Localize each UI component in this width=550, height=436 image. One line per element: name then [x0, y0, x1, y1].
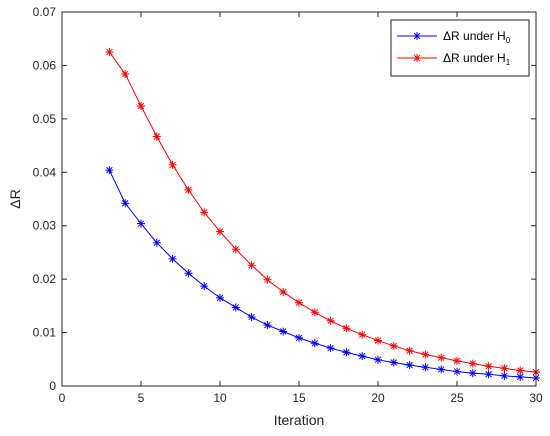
data-point	[105, 166, 114, 175]
data-point	[310, 339, 319, 348]
legend-box	[390, 19, 530, 77]
data-point	[358, 352, 367, 361]
data-point	[421, 350, 430, 359]
x-tick-label: 0	[59, 391, 66, 405]
data-point	[105, 48, 114, 57]
data-point	[437, 353, 446, 362]
data-point	[184, 269, 193, 278]
data-point	[484, 362, 493, 371]
x-tick-label: 25	[450, 391, 464, 405]
legend-label: ΔR under H0	[443, 29, 511, 45]
data-point	[168, 160, 177, 169]
y-tick-label: 0.01	[33, 326, 57, 340]
y-tick-label: 0	[49, 379, 56, 393]
data-point	[200, 208, 209, 217]
x-tick-label: 20	[371, 391, 385, 405]
data-point	[342, 348, 351, 357]
data-point	[468, 369, 477, 378]
data-point	[231, 303, 240, 312]
data-point	[484, 370, 493, 379]
series-line	[108, 169, 537, 379]
data-point	[405, 346, 414, 355]
y-axis-title: ΔR	[7, 189, 23, 208]
x-tick-label: 10	[213, 391, 227, 405]
data-point	[137, 102, 145, 111]
y-tick-label: 0.05	[33, 112, 57, 126]
x-tick-label: 15	[292, 391, 306, 405]
data-point	[247, 313, 256, 322]
plot-frame	[61, 11, 537, 387]
data-point	[216, 227, 224, 236]
data-point	[200, 282, 209, 291]
data-point	[121, 69, 130, 78]
y-tick-label: 0.03	[33, 219, 57, 233]
legend-marker	[413, 54, 421, 62]
legend: ΔR under H0 ΔR under H1	[390, 19, 530, 77]
data-point	[263, 321, 272, 330]
data-point	[184, 185, 193, 194]
x-axis-title: Iteration	[274, 412, 325, 428]
legend-entry: ΔR under H1	[397, 51, 511, 67]
data-point	[453, 367, 461, 376]
series-layer	[105, 48, 540, 382]
data-point	[152, 132, 161, 141]
data-point	[500, 364, 509, 373]
data-point	[295, 333, 303, 342]
data-point	[468, 359, 477, 368]
data-point	[121, 199, 130, 208]
data-point	[374, 355, 382, 364]
data-point	[405, 361, 414, 370]
data-point	[374, 336, 382, 345]
x-tick-label: 30	[529, 391, 543, 405]
series-line	[108, 51, 537, 373]
x-tick-label: 5	[138, 391, 145, 405]
data-point	[389, 358, 398, 367]
data-point	[389, 341, 398, 350]
data-point	[279, 327, 288, 336]
data-point	[168, 254, 177, 263]
data-point	[216, 293, 224, 302]
data-point	[152, 238, 161, 247]
data-point	[295, 298, 303, 307]
data-point	[453, 356, 461, 365]
data-point	[326, 344, 335, 353]
y-tick-label: 0.02	[33, 272, 57, 286]
legend-entry: ΔR under H0	[397, 29, 511, 45]
data-point	[500, 371, 509, 380]
legend-label: ΔR under H1	[443, 51, 511, 67]
data-point	[137, 219, 145, 228]
data-point	[310, 308, 319, 317]
data-point	[263, 275, 272, 284]
data-point	[358, 330, 367, 339]
data-point	[247, 261, 256, 270]
data-point	[231, 245, 240, 254]
data-point	[437, 365, 446, 374]
data-point	[342, 324, 351, 333]
legend-marker	[413, 32, 421, 40]
data-point	[516, 366, 525, 375]
data-point	[421, 363, 430, 372]
series-h1	[105, 48, 540, 377]
y-tick-label: 0.04	[33, 165, 57, 179]
y-tick-label: 0.07	[33, 5, 57, 19]
data-point	[326, 316, 335, 325]
series-h0	[105, 166, 540, 382]
data-point	[279, 287, 288, 296]
y-tick-label: 0.06	[33, 58, 57, 72]
